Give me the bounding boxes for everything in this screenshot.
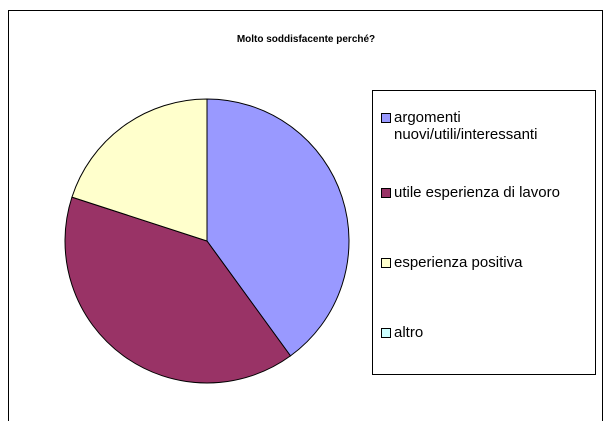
legend-item: esperienza positiva — [381, 254, 591, 271]
legend-swatch — [381, 258, 391, 268]
legend-swatch — [381, 113, 391, 123]
legend-label: altro — [394, 324, 424, 341]
legend-label: utile esperienza di lavoro — [394, 184, 560, 201]
legend-item: altro — [381, 324, 591, 341]
legend-item: argomenti nuovi/utili/interessanti — [381, 109, 591, 143]
pie-slice — [206, 98, 350, 357]
legend-label: argomenti nuovi/utili/interessanti — [394, 109, 538, 143]
legend-swatch — [381, 188, 391, 198]
legend-swatch — [381, 328, 391, 338]
chart-title: Molto soddisfacente perché? — [237, 34, 375, 45]
pie-slice — [64, 196, 292, 384]
legend-label: esperienza positiva — [394, 254, 523, 271]
legend-item: utile esperienza di lavoro — [381, 184, 591, 201]
legend: argomenti nuovi/utili/interessanti utile … — [372, 90, 596, 375]
pie-slice — [71, 98, 208, 242]
